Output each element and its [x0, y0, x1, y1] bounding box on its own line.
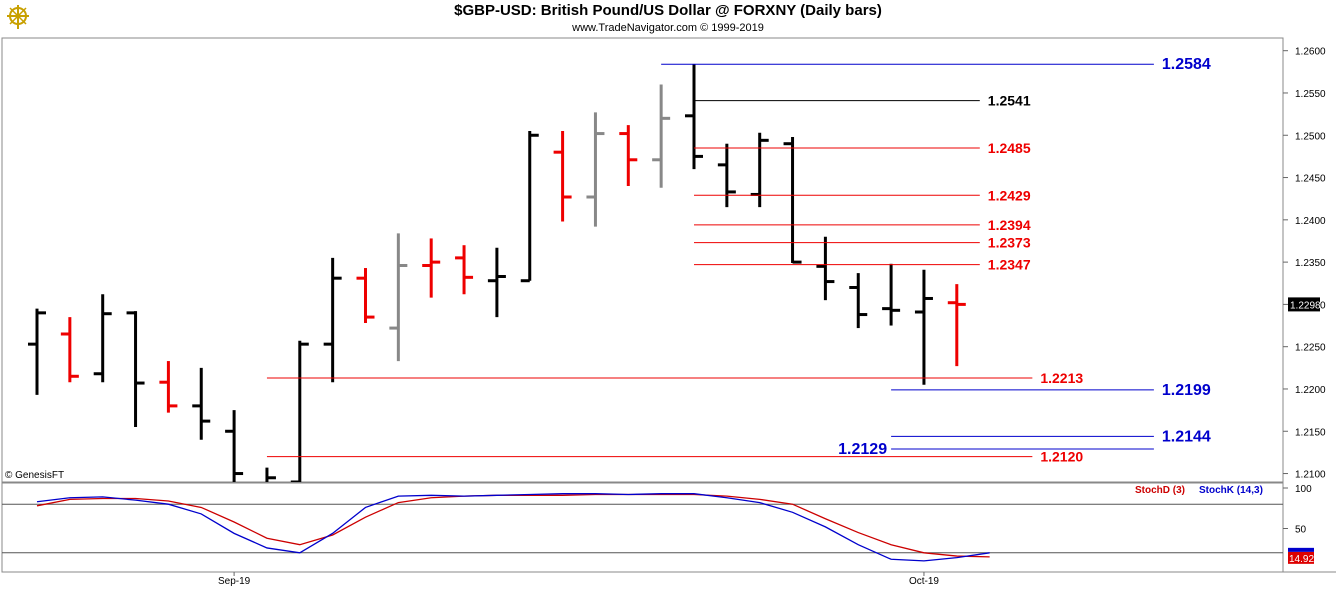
- ohlc-bar: [28, 308, 46, 395]
- level-label: 1.2213: [1040, 370, 1083, 386]
- level-label: 1.2373: [988, 235, 1031, 251]
- ohlc-bar: [717, 143, 736, 208]
- date-axis-label: Oct-19: [909, 576, 939, 587]
- ohlc-bar: [586, 112, 605, 227]
- ohlc-bar: [652, 84, 671, 188]
- price-axis-label: 1.2550: [1295, 89, 1326, 100]
- legend-stochk: StochK (14,3): [1199, 485, 1263, 496]
- level-label: 1.2541: [988, 93, 1031, 109]
- ohlc-bar: [914, 269, 933, 385]
- oscillator-panel-frame: [1, 482, 1284, 573]
- ohlc-bar: [455, 245, 474, 295]
- price-bars-group: [28, 64, 966, 482]
- price-axis-label: 1.2200: [1295, 385, 1326, 396]
- level-label: 1.2429: [988, 187, 1031, 203]
- chart-title: $GBP-USD: British Pound/US Dollar @ FORX…: [454, 2, 882, 19]
- price-axis-label: 1.2100: [1295, 470, 1326, 481]
- stoch-last-label: 14.92: [1289, 554, 1314, 565]
- ohlc-bar: [882, 263, 901, 326]
- ohlc-bar: [60, 317, 79, 383]
- level-label: 1.2129: [838, 441, 887, 458]
- ohlc-bar: [159, 361, 178, 413]
- stoch-axis-label: 50: [1295, 525, 1307, 536]
- ohlc-bar: [323, 257, 342, 383]
- ohlc-bar: [783, 136, 802, 264]
- ohlc-bar: [290, 340, 309, 482]
- legend-stochd: StochD (3): [1135, 485, 1185, 496]
- level-label: 1.2485: [988, 140, 1031, 156]
- level-label: 1.2120: [1040, 449, 1083, 465]
- ohlc-bar: [947, 284, 966, 367]
- ohlc-bar: [356, 268, 375, 324]
- ohlc-bar: [389, 233, 408, 362]
- chart-subtitle: www.TradeNavigator.com © 1999-2019: [572, 22, 764, 34]
- ohlc-bar: [93, 294, 112, 383]
- last-price-label: 1.2298: [1290, 300, 1321, 311]
- ohlc-bar: [553, 131, 572, 222]
- price-axis-label: 1.2600: [1295, 47, 1326, 58]
- ohlc-bar: [520, 131, 539, 283]
- level-label: 1.2144: [1162, 428, 1211, 445]
- price-axis-label: 1.2500: [1295, 131, 1326, 142]
- watermark-text: © GenesisFT: [5, 470, 64, 481]
- ohlc-bar: [265, 467, 276, 482]
- ohlc-bar: [750, 132, 769, 208]
- level-label: 1.2584: [1162, 56, 1211, 73]
- ship-wheel-icon: [4, 3, 32, 31]
- ohlc-bar: [816, 236, 835, 301]
- level-label: 1.2394: [988, 217, 1031, 233]
- ohlc-bar: [225, 410, 244, 482]
- price-axis-label: 1.2400: [1295, 216, 1326, 227]
- date-axis-label: Sep-19: [218, 576, 251, 587]
- ohlc-bar: [422, 238, 441, 298]
- price-axis-label: 1.2150: [1295, 427, 1326, 438]
- stoch-last-box: [1288, 551, 1314, 564]
- level-label: 1.2199: [1162, 382, 1211, 399]
- stoch-last-box-k: [1288, 547, 1314, 552]
- price-axis-label: 1.2350: [1295, 258, 1326, 269]
- ohlc-bar: [849, 273, 868, 329]
- stoch-series-line: [36, 493, 990, 562]
- ohlc-bar: [619, 125, 638, 186]
- ohlc-bar: [487, 247, 506, 318]
- price-panel-frame: [1, 37, 1284, 483]
- stoch-axis-label: 100: [1295, 484, 1312, 495]
- ohlc-bar: [126, 311, 145, 428]
- ohlc-bar: [192, 367, 211, 440]
- price-axis-label: 1.2450: [1295, 174, 1326, 185]
- ohlc-bar: [685, 64, 703, 170]
- level-label: 1.2347: [988, 257, 1031, 273]
- price-axis-label: 1.2250: [1295, 343, 1326, 354]
- last-price-box: [1288, 297, 1320, 312]
